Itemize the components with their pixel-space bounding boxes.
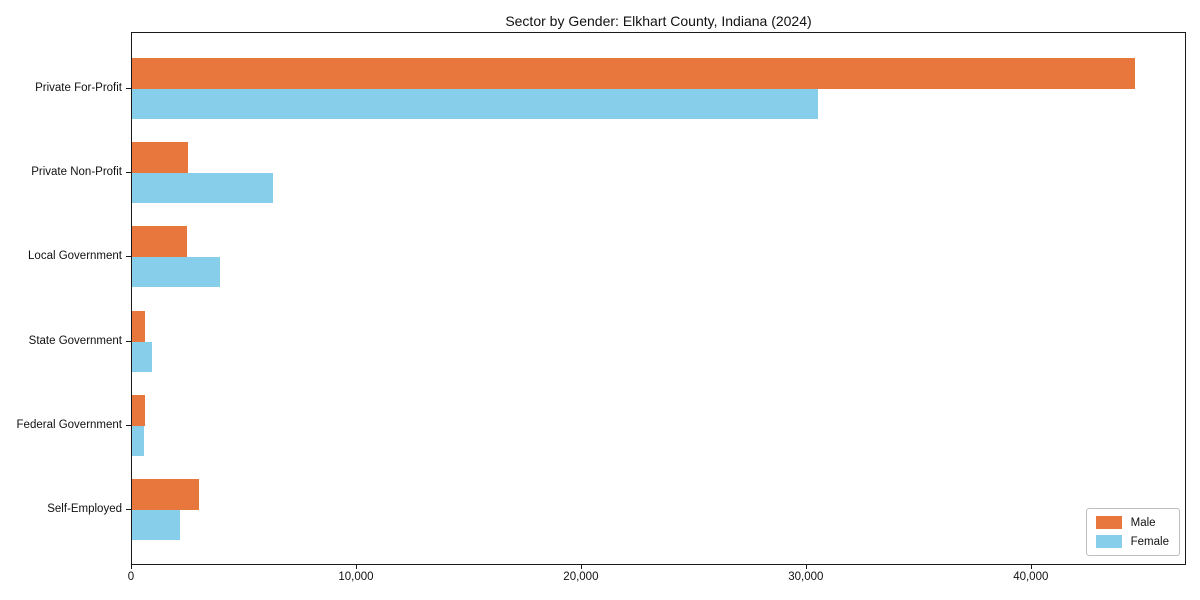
xtick-label: 10,000 [338,571,374,583]
ytick-label: Local Government [28,250,122,263]
bar-female-federal-government [132,425,144,456]
ytick-label: Self-Employed [47,503,122,515]
xtick-label: 20,000 [563,571,599,583]
bar-male-private-non-profit [132,142,188,174]
ytick-label: State Government [28,334,122,347]
xtick-mark [355,565,357,569]
xtick-mark [805,565,807,569]
xtick-mark [580,565,582,569]
ytick-mark [126,88,131,89]
ytick-label: Federal Government [16,418,122,431]
ytick-mark [126,256,131,258]
bar-female-private-for-profit [132,89,818,119]
legend-label: Female [1130,535,1169,548]
bar-male-state-government [132,310,145,342]
ytick-mark [126,172,131,174]
legend: Male Female [1085,508,1180,556]
legend-swatch-male [1095,516,1122,529]
ytick-label: Private Non-Profit [31,166,122,179]
legend-swatch-female [1095,535,1122,548]
chart-title: Sector by Gender: Elkhart County, Indian… [505,13,812,29]
bar-male-federal-government [132,394,145,426]
legend-item-female: Female [1095,535,1169,548]
ytick-label: Private For-Profit [35,82,122,94]
bar-female-self-employed [132,510,180,540]
bar-male-local-government [132,226,187,258]
bar-female-state-government [132,341,152,372]
xtick-label: 40,000 [1013,571,1049,583]
legend-label: Male [1130,516,1156,529]
xtick-label: 30,000 [788,571,824,583]
bar-male-private-for-profit [132,58,1135,89]
ytick-mark [126,424,131,426]
xtick-mark [131,565,132,569]
bar-female-private-non-profit [132,173,273,204]
xtick-mark [1030,565,1032,569]
plot-area: Male Female [131,32,1186,565]
legend-item-male: Male [1095,516,1169,529]
bar-female-local-government [132,257,220,288]
xtick-label: 0 [127,571,135,583]
ytick-mark [126,340,131,342]
bar-male-self-employed [132,479,199,510]
ytick-mark [126,509,131,510]
